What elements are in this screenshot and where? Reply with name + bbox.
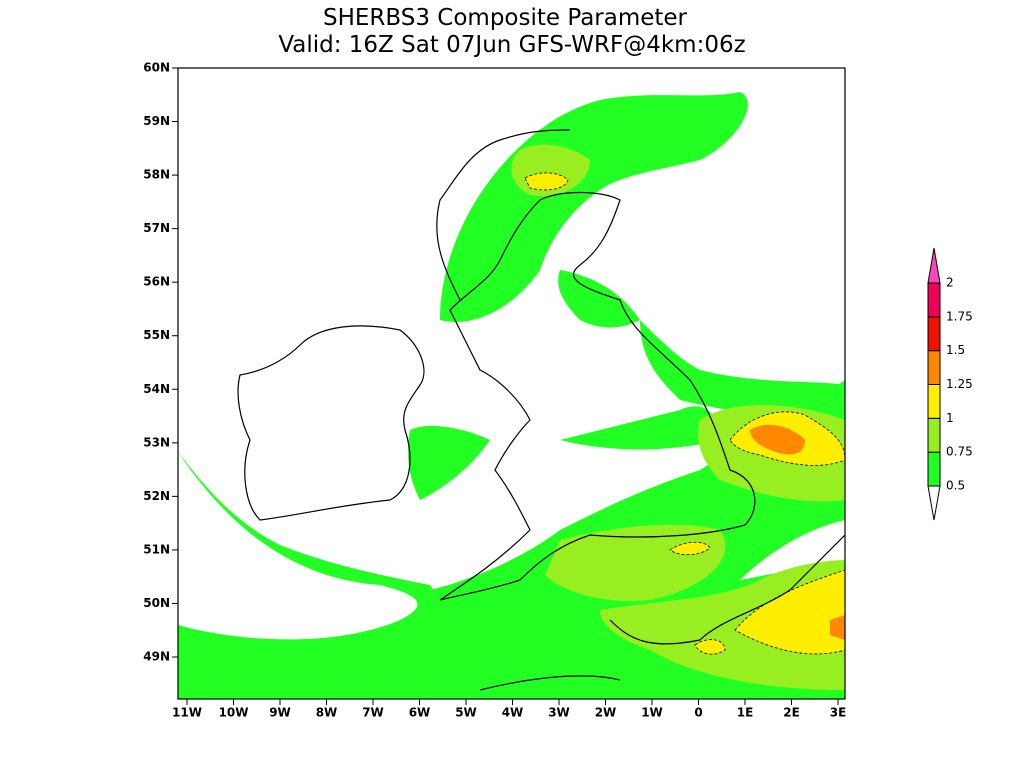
- y-tick-label: 51N: [143, 542, 170, 556]
- colorbar-label: 1.75: [946, 309, 973, 323]
- field-0-5: [640, 320, 845, 420]
- colorbar-box: [927, 384, 941, 419]
- field-0-5: [408, 425, 490, 500]
- coastline: [439, 191, 756, 601]
- colorbar-label: 1.5: [946, 343, 965, 357]
- colorbar: 0.5 0.75 1 1.25 1.5 1.75 2: [927, 247, 973, 521]
- y-tick-label: 50N: [143, 596, 170, 610]
- colorbar-arrow-high: [927, 247, 941, 284]
- x-tick-label: 11W: [172, 706, 202, 720]
- colorbar-label: 1: [946, 411, 954, 425]
- y-tick-label: 53N: [143, 435, 170, 449]
- coastline: [699, 534, 845, 641]
- coastline: [237, 325, 425, 521]
- field-0-75: [600, 560, 845, 690]
- field-1-25: [830, 615, 845, 640]
- field-1: [524, 172, 569, 191]
- x-tick-label: 5W: [455, 706, 477, 720]
- colorbar-box: [927, 316, 941, 352]
- colorbar-label: 1.25: [946, 377, 973, 391]
- y-tick-label: 52N: [143, 489, 170, 503]
- colorbar-label: 2: [946, 276, 954, 290]
- colorbar-arrow-low: [927, 485, 941, 521]
- axes: 60N 59N 58N 57N 56N 55N 54N 53N 52N 51N 50N 49N 11W 1…: [143, 61, 846, 720]
- x-tick-label: 1W: [641, 706, 663, 720]
- y-tick-label: 58N: [143, 168, 170, 182]
- x-tick-label: 0: [694, 706, 702, 720]
- x-tick-label: 3E: [830, 706, 847, 720]
- title-line: SHERBS3 Composite Parameter: [323, 5, 688, 31]
- map-frame: [177, 67, 846, 700]
- x-tick-label: 9W: [269, 706, 291, 720]
- field-1: [734, 569, 845, 655]
- field-0-5: [560, 406, 720, 450]
- field-1-25: [750, 424, 805, 455]
- x-tick-label: 6W: [409, 706, 431, 720]
- x-tick-label: 2E: [783, 706, 800, 720]
- y-tick-label: 60N: [143, 61, 170, 75]
- x-tick-label: 1E: [737, 706, 754, 720]
- x-tick-label: 10W: [219, 706, 249, 720]
- field-0-75: [545, 524, 726, 601]
- field-0-5: [558, 270, 640, 328]
- x-tick-label: 4W: [502, 706, 524, 720]
- colorbar-box: [927, 417, 941, 453]
- field-0-5: [440, 92, 748, 322]
- y-tick-label: 49N: [143, 650, 170, 664]
- colorbar-box: [927, 350, 941, 385]
- colorbar-box: [927, 451, 941, 487]
- colorbar-label: 0.5: [946, 479, 965, 493]
- map-area: [177, 67, 846, 700]
- x-tick-label: 3W: [548, 706, 570, 720]
- coastline: [436, 129, 571, 301]
- colorbar-box: [927, 282, 941, 318]
- y-tick-label: 54N: [143, 382, 170, 396]
- title-line: Valid: 16Z Sat 07Jun GFS-WRF@4km:06z: [278, 32, 745, 58]
- y-tick-label: 56N: [143, 275, 170, 289]
- y-tick-label: 55N: [143, 328, 170, 342]
- field-1: [694, 639, 726, 655]
- field-0-5: [178, 452, 470, 699]
- coastline: [479, 619, 701, 691]
- x-tick-label: 2W: [595, 706, 617, 720]
- colorbar-label: 0.75: [946, 445, 973, 459]
- x-tick-label: 8W: [316, 706, 338, 720]
- x-tick-label: 7W: [362, 706, 384, 720]
- y-tick-label: 57N: [143, 221, 170, 235]
- y-tick-label: 59N: [143, 114, 170, 128]
- field-1: [669, 541, 711, 556]
